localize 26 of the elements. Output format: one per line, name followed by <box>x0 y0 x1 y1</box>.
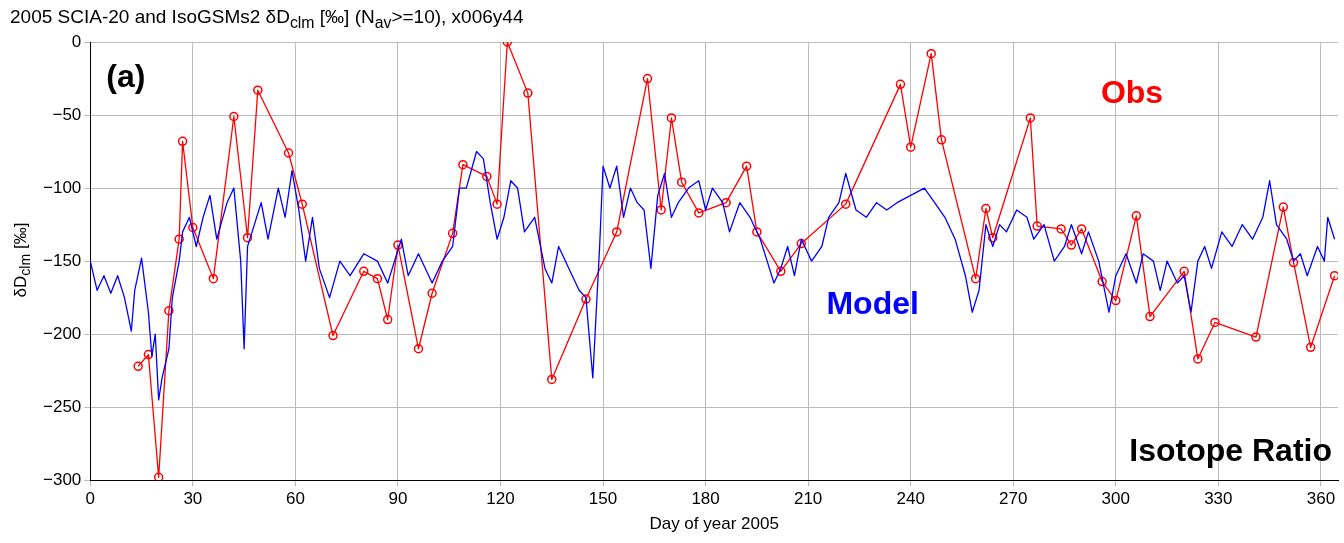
x-tick-label: 90 <box>388 489 408 509</box>
series-label: Model <box>826 284 919 321</box>
x-tick-label: 210 <box>793 489 823 509</box>
y-tick-label: −250 <box>42 396 82 416</box>
x-tick-label: 300 <box>1101 489 1130 509</box>
x-tick-label: 360 <box>1306 489 1336 509</box>
x-tick-label: 30 <box>183 489 203 509</box>
chart-title: 2005 SCIA-20 and IsoGSMs2 δD$_{clm}$ [‰] (N$_{av}$>=10), x006y44 <box>10 6 524 32</box>
annotation: Isotope Ratio <box>1129 432 1332 469</box>
annotation: (a) <box>106 57 146 94</box>
y-tick-label: −50 <box>52 104 82 124</box>
x-tick-label: 270 <box>999 489 1028 509</box>
text: Obs <box>1100 74 1164 111</box>
x-axis-title: Day of year 2005 <box>649 514 779 534</box>
x-tick-label: 120 <box>486 489 515 509</box>
x-tick-label: 330 <box>1204 489 1233 509</box>
x-tick-label: 60 <box>285 489 305 509</box>
y-tick-label: −100 <box>42 177 82 197</box>
x-tick-label: 240 <box>896 489 925 509</box>
y-tick-label: −300 <box>42 469 82 489</box>
y-tick-label: −150 <box>42 250 82 270</box>
x-tick-label: 180 <box>691 489 720 509</box>
y-tick-label: −200 <box>42 323 82 343</box>
x-tick-label: 0 <box>85 489 96 509</box>
x-tick-label: 150 <box>588 489 618 509</box>
y-tick-label: 0 <box>71 31 82 51</box>
